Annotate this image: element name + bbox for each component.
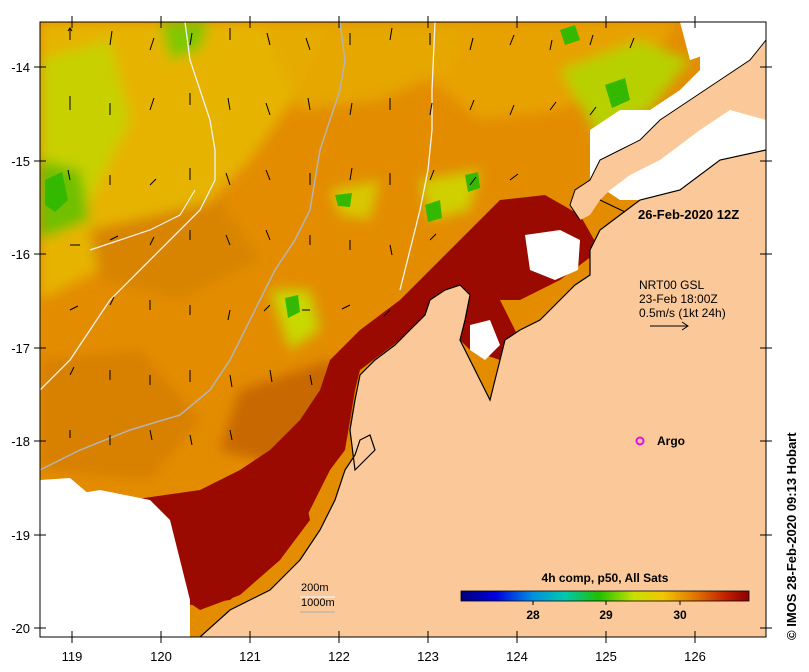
lon-label: 119 — [62, 649, 83, 664]
lon-label: 122 — [328, 649, 350, 664]
colorbar-tick: 29 — [599, 608, 613, 622]
credit-line: © IMOS 28-Feb-2020 09:13 Hobart — [784, 432, 799, 640]
sst-field — [40, 22, 766, 637]
colorbar-title: 4h comp, p50, All Sats — [542, 571, 669, 585]
copyright-icon: © — [784, 630, 799, 640]
isobath-1000-label: 1000m — [301, 597, 335, 609]
lon-label: 125 — [595, 649, 617, 664]
credit-text: IMOS 28-Feb-2020 09:13 Hobart — [784, 432, 799, 627]
timestamp-pointer — [599, 199, 626, 213]
lon-label: 124 — [506, 649, 528, 664]
lat-label: -18 — [11, 434, 30, 449]
argo-label: Argo — [657, 434, 685, 448]
current-scale: 0.5m/s (1kt 24h) — [639, 306, 726, 320]
colorbar-gradient — [460, 590, 750, 602]
lon-label: 120 — [150, 649, 172, 664]
current-source: NRT00 GSL — [639, 278, 704, 292]
plot-frame — [39, 21, 767, 638]
lat-label: -17 — [11, 341, 30, 356]
current-time: 23-Feb 18:00Z — [639, 292, 718, 306]
scale-arrow-icon — [650, 321, 689, 331]
isobath-legend: 200m 1000m — [300, 582, 335, 613]
lon-axis: 119 120 121 122 123 124 125 126 — [62, 16, 706, 664]
lat-label: -20 — [11, 621, 30, 636]
lat-label: -16 — [11, 247, 30, 262]
colorbar-tick: 28 — [526, 608, 540, 622]
argo-marker: Argo — [635, 434, 685, 448]
lon-label: 121 — [239, 649, 261, 664]
lat-label: -15 — [11, 154, 30, 169]
lon-label: 123 — [417, 649, 439, 664]
timestamp-label: 26-Feb-2020 12Z — [638, 207, 739, 222]
isobath-200-label: 200m — [301, 582, 329, 594]
colorbar: 4h comp, p50, All Sats 28 29 30 — [460, 571, 750, 622]
lat-axis: -14 -15 -16 -17 -18 -19 -20 — [11, 60, 772, 636]
colorbar-tick: 30 — [673, 608, 687, 622]
lat-label: -14 — [11, 60, 30, 75]
current-vectors — [67, 27, 635, 446]
lon-label: 126 — [684, 649, 706, 664]
lat-label: -19 — [11, 528, 30, 543]
argo-float-icon — [635, 436, 645, 446]
